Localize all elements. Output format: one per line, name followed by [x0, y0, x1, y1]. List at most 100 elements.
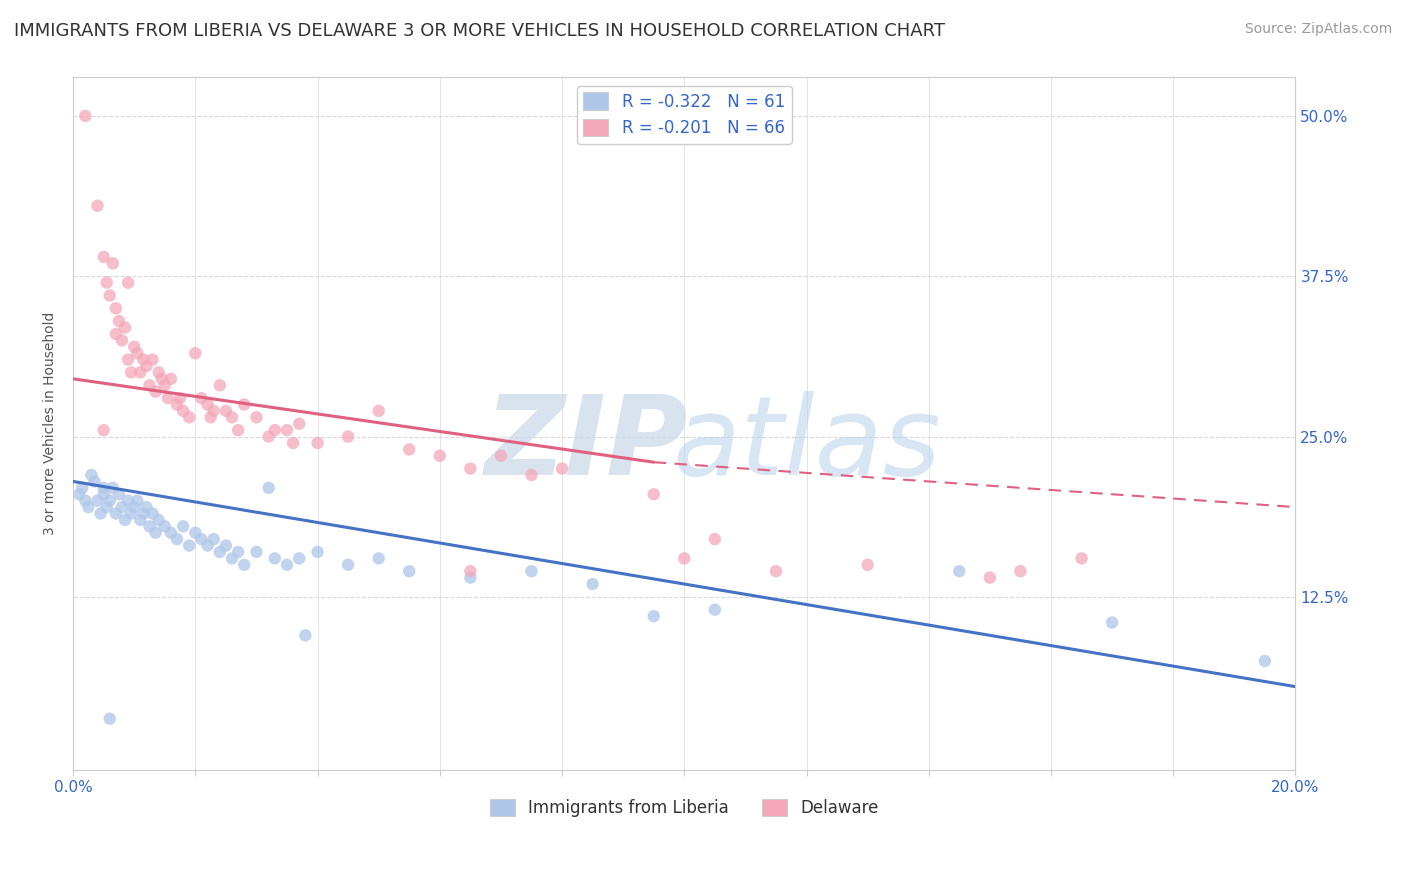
Point [263, 551, 285, 566]
Point [77, 500, 100, 514]
Point [226, 545, 249, 559]
Point [856, 558, 879, 572]
Point [135, 500, 157, 514]
Point [156, 391, 179, 405]
Point [257, 429, 280, 443]
Point [111, 334, 134, 348]
Point [208, 545, 231, 559]
Point [643, 609, 665, 624]
Point [166, 532, 188, 546]
Point [104, 507, 127, 521]
Point [307, 545, 329, 559]
Point [93, 487, 115, 501]
Point [108, 314, 131, 328]
Point [520, 564, 543, 578]
Point [197, 539, 219, 553]
Point [190, 391, 212, 405]
Point [145, 525, 167, 540]
Point [166, 397, 188, 411]
Point [67, 487, 90, 501]
Point [129, 513, 152, 527]
Point [643, 487, 665, 501]
Point [307, 436, 329, 450]
Point [281, 436, 304, 450]
Text: atlas: atlas [672, 391, 941, 498]
Point [221, 410, 243, 425]
Point [581, 577, 603, 591]
Point [104, 326, 127, 341]
Point [1254, 654, 1277, 668]
Point [979, 571, 1001, 585]
Text: IMMIGRANTS FROM LIBERIA VS DELAWARE 3 OR MORE VEHICLES IN HOUSEHOLD CORRELATION : IMMIGRANTS FROM LIBERIA VS DELAWARE 3 OR… [14, 22, 945, 40]
Point [93, 423, 115, 437]
Point [148, 366, 170, 380]
Point [114, 513, 136, 527]
Point [138, 519, 160, 533]
Point [93, 481, 115, 495]
Point [160, 372, 183, 386]
Point [215, 539, 238, 553]
Point [150, 372, 173, 386]
Point [172, 404, 194, 418]
Point [96, 276, 118, 290]
Point [245, 545, 267, 559]
Point [141, 507, 163, 521]
Point [429, 449, 451, 463]
Point [111, 500, 134, 514]
Point [202, 404, 225, 418]
Point [148, 513, 170, 527]
Point [398, 564, 420, 578]
Point [153, 378, 176, 392]
Point [367, 404, 389, 418]
Point [86, 199, 108, 213]
Point [367, 551, 389, 566]
Point [398, 442, 420, 457]
Point [172, 519, 194, 533]
Point [257, 481, 280, 495]
Point [703, 532, 725, 546]
Point [765, 564, 787, 578]
Point [337, 429, 360, 443]
Point [489, 449, 512, 463]
Point [75, 493, 97, 508]
Point [101, 256, 124, 270]
Point [135, 359, 157, 373]
Point [703, 603, 725, 617]
Point [120, 507, 142, 521]
Point [72, 481, 94, 495]
Point [120, 366, 142, 380]
Point [117, 276, 139, 290]
Point [948, 564, 970, 578]
Point [294, 628, 316, 642]
Point [1101, 615, 1123, 630]
Point [288, 551, 311, 566]
Point [184, 346, 207, 360]
Point [337, 558, 360, 572]
Point [288, 417, 311, 431]
Point [190, 532, 212, 546]
Point [208, 378, 231, 392]
Point [221, 551, 243, 566]
Point [127, 346, 149, 360]
Point [101, 481, 124, 495]
Point [184, 525, 207, 540]
Point [98, 288, 121, 302]
Point [215, 404, 238, 418]
Point [200, 410, 222, 425]
Point [520, 468, 543, 483]
Text: Source: ZipAtlas.com: Source: ZipAtlas.com [1244, 22, 1392, 37]
Point [673, 551, 696, 566]
Point [132, 507, 155, 521]
Point [129, 366, 152, 380]
Y-axis label: 3 or more Vehicles in Household: 3 or more Vehicles in Household [44, 312, 58, 535]
Point [153, 519, 176, 533]
Point [263, 423, 285, 437]
Point [122, 500, 145, 514]
Point [75, 109, 97, 123]
Point [80, 468, 103, 483]
Point [233, 397, 256, 411]
Point [127, 493, 149, 508]
Point [460, 571, 482, 585]
Text: ZIP: ZIP [485, 391, 688, 498]
Point [114, 320, 136, 334]
